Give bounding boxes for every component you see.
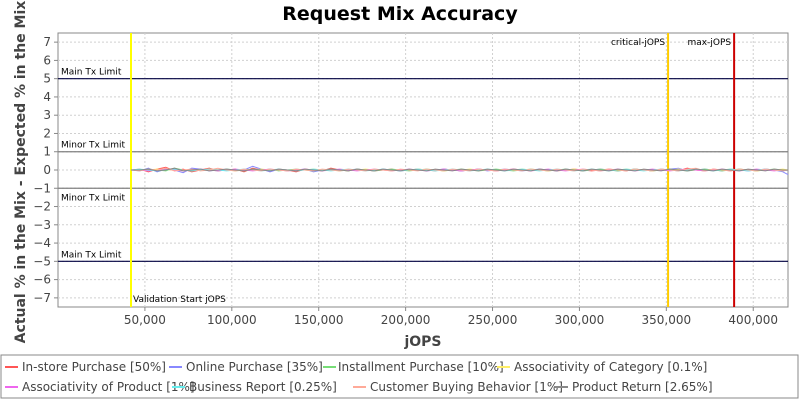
legend-box bbox=[0, 354, 799, 399]
y-tick-label: −2 bbox=[33, 200, 51, 214]
x-tick-label: 350,000 bbox=[642, 313, 692, 327]
y-tick-label: −1 bbox=[33, 181, 51, 195]
y-tick-label: 7 bbox=[43, 35, 51, 49]
x-axis-label: jOPS bbox=[403, 334, 441, 350]
series-lines bbox=[130, 165, 789, 176]
y-tick-label: 5 bbox=[43, 72, 51, 86]
y-tick-label: 1 bbox=[43, 145, 51, 159]
x-tick-label: 300,000 bbox=[555, 313, 605, 327]
legend-entry: Online Purchase [35%] bbox=[186, 360, 323, 374]
y-tick-label: 4 bbox=[43, 90, 51, 104]
x-tick-label: 100,000 bbox=[207, 313, 257, 327]
x-tick-label: 400,000 bbox=[728, 313, 778, 327]
legend-entry: Associativity of Category [0.1%] bbox=[514, 360, 707, 374]
marker-line-label: max-jOPS bbox=[688, 38, 732, 48]
legend-entry: Product Return [2.65%] bbox=[572, 380, 713, 394]
marker-line-label: Validation Start jOPS bbox=[133, 295, 226, 305]
chart-title: Request Mix Accuracy bbox=[282, 3, 518, 25]
y-tick-label: −6 bbox=[33, 273, 51, 287]
y-tick-label: −5 bbox=[33, 254, 51, 268]
y-axis-label: Actual % in the Mix - Expected % in the … bbox=[13, 1, 29, 344]
legend: In-store Purchase [50%] Online Purchase [… bbox=[5, 360, 713, 394]
x-tick-label: 150,000 bbox=[294, 313, 344, 327]
legend-entry: Associativity of Product [1%] bbox=[22, 380, 195, 394]
limit-line-label: Minor Tx Limit bbox=[61, 193, 126, 203]
y-tick-label: −7 bbox=[33, 291, 51, 305]
reference-lines: Main Tx Limit Minor Tx Limit Minor Tx Limi… bbox=[58, 33, 788, 307]
legend-entry: Customer Buying Behavior [1%] bbox=[370, 380, 563, 394]
limit-line-label: Main Tx Limit bbox=[61, 68, 122, 78]
legend-entry: Business Report [0.25%] bbox=[189, 380, 337, 394]
limit-line-label: Main Tx Limit bbox=[61, 250, 122, 260]
y-tick-label: −3 bbox=[33, 218, 51, 232]
legend-entry: In-store Purchase [50%] bbox=[22, 360, 166, 374]
y-tick-label: −4 bbox=[33, 236, 51, 250]
x-tick-label: 50,000 bbox=[124, 313, 166, 327]
y-tick-label: 6 bbox=[43, 53, 51, 67]
x-tick-label: 250,000 bbox=[468, 313, 518, 327]
limit-line-label: Minor Tx Limit bbox=[61, 141, 126, 151]
x-tick-label: 200,000 bbox=[381, 313, 431, 327]
x-axis: 50,000 100,000 150,000 200,000 250,000 300,00… bbox=[124, 307, 778, 327]
y-tick-label: 2 bbox=[43, 126, 51, 140]
y-axis: 7 6 5 4 3 2 1 0 −1 −2 −3 −4 −5 −6 −7 bbox=[33, 35, 58, 305]
marker-line-label: critical-jOPS bbox=[611, 38, 665, 48]
series-line bbox=[131, 167, 788, 172]
legend-entry: Installment Purchase [10%] bbox=[338, 360, 504, 374]
y-tick-label: 0 bbox=[43, 163, 51, 177]
y-tick-label: 3 bbox=[43, 108, 51, 122]
